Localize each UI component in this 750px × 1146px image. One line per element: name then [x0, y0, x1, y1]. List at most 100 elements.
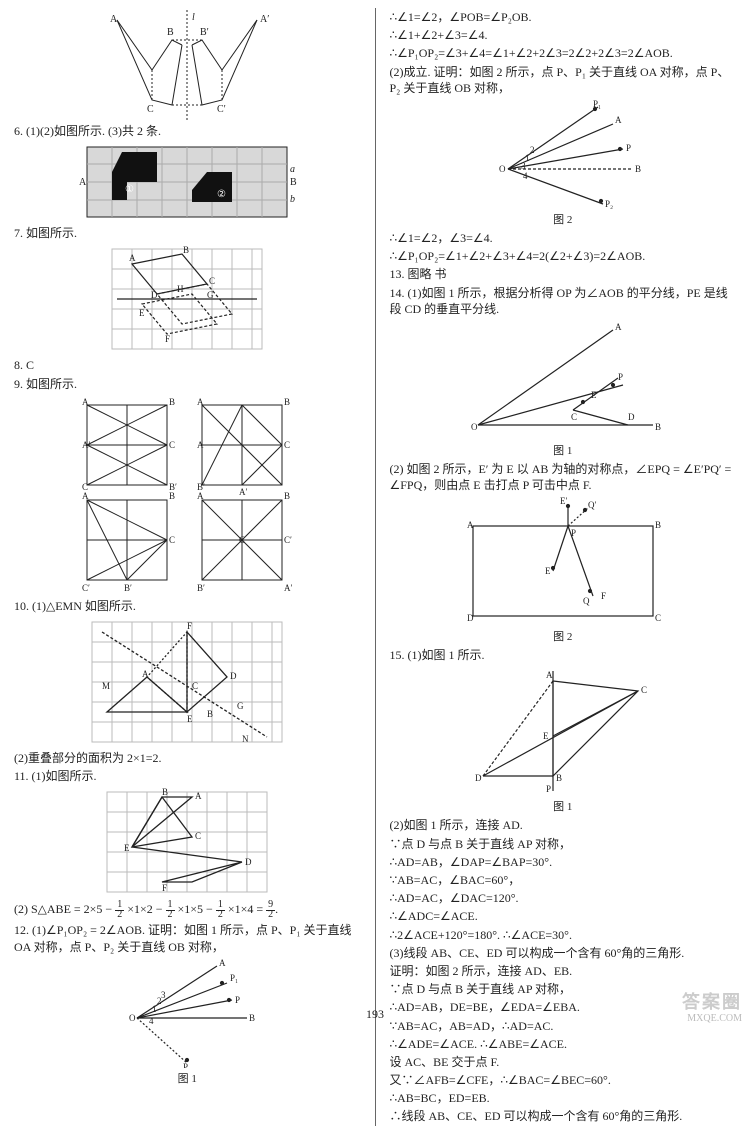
svg-text:A: A — [79, 177, 87, 188]
svg-text:A: A — [615, 322, 622, 332]
svg-text:O: O — [471, 422, 478, 432]
r13: ∴AD=AB，∠DAP=∠BAP=30°. — [389, 854, 736, 870]
svg-text:P₂: P₂ — [605, 199, 613, 209]
q7-text: 7. 如图所示. — [14, 225, 361, 241]
r17: ∴2∠ACE+120°=180°. ∴∠ACE=30°. — [389, 927, 736, 943]
column-divider — [375, 8, 376, 1126]
svg-text:C: C — [284, 440, 290, 450]
r9: (2) 如图 2 所示，E′ 为 E 以 AB 为轴的对称点，∠EPQ = ∠E… — [389, 461, 736, 493]
svg-text:A′: A′ — [82, 440, 90, 450]
svg-text:C: C — [655, 613, 661, 623]
svg-text:P: P — [546, 784, 551, 794]
svg-text:C: C — [209, 276, 215, 286]
svg-text:Q: Q — [583, 596, 590, 606]
q10b-text: (2)重叠部分的面积为 2×1=2. — [14, 750, 361, 766]
q10-text: 10. (1)△EMN 如图所示. — [14, 598, 361, 614]
svg-text:C′: C′ — [284, 535, 292, 545]
page-number: 193 — [0, 1007, 750, 1022]
svg-text:3: 3 — [521, 161, 526, 171]
q9-text: 9. 如图所示. — [14, 376, 361, 392]
svg-text:A: A — [195, 791, 202, 801]
fig-q6-grid: AB ab ①② — [77, 142, 297, 222]
svg-text:B: B — [169, 397, 175, 407]
svg-text:N: N — [242, 734, 249, 744]
r8: 14. (1)如图 1 所示，根据分析得 OP 为∠AOB 的平分线，PE 是线… — [389, 285, 736, 317]
svg-text:A: A — [219, 958, 226, 968]
fig-cap-4: 图 2 — [389, 628, 736, 644]
svg-text:A: A — [129, 253, 136, 263]
fig-q11-grid: BAE CDF — [102, 787, 272, 897]
svg-text:A′: A′ — [260, 14, 269, 25]
q6-text: 6. (1)(2)如图所示. (3)共 2 条. — [14, 123, 361, 139]
svg-text:C′: C′ — [82, 583, 90, 593]
watermark: 答案圈 MXQE.COM — [682, 993, 742, 1024]
svg-text:E′: E′ — [560, 496, 567, 506]
svg-text:P: P — [618, 372, 623, 382]
svg-text:C: C — [147, 104, 154, 115]
r14: ∵AB=AC，∠BAC=60°， — [389, 872, 736, 888]
fig-q7-grid: ABCD HG EF — [107, 244, 267, 354]
svg-text:B: B — [655, 520, 661, 530]
svg-text:D: D — [230, 671, 237, 681]
fig-cap-5: 图 1 — [389, 798, 736, 814]
svg-text:B: B — [635, 164, 641, 174]
svg-text:A: A — [467, 520, 474, 530]
svg-text:B: B — [284, 397, 290, 407]
r16: ∴∠ADC=∠ACE. — [389, 908, 736, 924]
svg-text:B: B — [284, 491, 290, 501]
fig-r-4: AB DC E′Q′ PE QF — [453, 496, 673, 626]
svg-text:B′: B′ — [124, 583, 132, 593]
svg-text:E: E — [591, 390, 597, 400]
svg-text:A′: A′ — [284, 583, 292, 593]
q11b-text: (2) S△ABE = 2×5 − 12 ×1×2 − 12 ×1×5 − 12… — [14, 900, 361, 920]
svg-text:G: G — [207, 290, 214, 300]
r7: 13. 图略 书 — [389, 266, 736, 282]
fig-r-3: OBA PCD E — [463, 320, 663, 440]
svg-text:3: 3 — [161, 990, 166, 1000]
fig-r-5: ACB DEP — [463, 666, 663, 796]
svg-text:F: F — [601, 591, 606, 601]
svg-text:P₂: P₂ — [183, 1062, 191, 1068]
svg-text:A: A — [197, 397, 204, 407]
r18: (3)线段 AB、CE、ED 可以构成一个含有 60°角的三角形. — [389, 945, 736, 961]
svg-text:B: B — [162, 787, 168, 797]
svg-text:C′: C′ — [217, 104, 226, 115]
r25: 又∵∠AFB=∠CFE，∴∠BAC=∠BEC=60°. — [389, 1072, 736, 1088]
svg-text:P: P — [235, 995, 240, 1005]
svg-text:D: D — [151, 290, 158, 300]
r1: ∴∠1=∠2，∠POB=∠P₂OB. — [389, 9, 736, 25]
r2: ∴∠1+∠2+∠3=∠4. — [389, 27, 736, 43]
fig-q10-grid: FDE AMG CBN — [87, 617, 287, 747]
svg-text:C: C — [169, 535, 175, 545]
svg-text:B: B — [655, 422, 661, 432]
svg-text:E: E — [124, 843, 130, 853]
svg-text:A: A — [546, 670, 553, 680]
svg-text:Q′: Q′ — [588, 500, 596, 510]
svg-text:2: 2 — [530, 145, 535, 155]
svg-text:A: A — [197, 491, 204, 501]
svg-text:H: H — [177, 284, 184, 294]
r10: 15. (1)如图 1 所示. — [389, 647, 736, 663]
q8-text: 8. C — [14, 357, 361, 373]
svg-text:A: A — [82, 491, 89, 501]
svg-text:E: E — [543, 731, 549, 741]
svg-text:P₁: P₁ — [593, 99, 601, 109]
svg-text:D: D — [628, 412, 635, 422]
fig-cap-2: 图 2 — [389, 211, 736, 227]
svg-text:B′: B′ — [197, 583, 205, 593]
fig-q9-squares: ABCC A′B′ ABAC B′A′ ABCC′B′ ABCB′A′ C′ — [72, 395, 302, 595]
svg-text:B: B — [556, 773, 562, 783]
svg-text:C: C — [169, 440, 175, 450]
r11: (2)如图 1 所示，连接 AD. — [389, 817, 736, 833]
svg-text:B: B — [290, 177, 297, 188]
svg-text:D: D — [475, 773, 482, 783]
svg-text:F: F — [162, 883, 167, 893]
svg-text:a: a — [290, 164, 295, 175]
r5: ∴∠1=∠2，∠3=∠4. — [389, 230, 736, 246]
svg-text:1: 1 — [525, 153, 530, 163]
svg-text:O: O — [499, 164, 506, 174]
r3: ∴∠P₁OP₂=∠3+∠4=∠1+∠2+2∠3=2∠2+2∠3=2∠AOB. — [389, 45, 736, 61]
q11-text: 11. (1)如图所示. — [14, 768, 361, 784]
r27: ∴线段 AB、CE、ED 可以构成一个含有 60°角的三角形. — [389, 1108, 736, 1124]
svg-text:A: A — [82, 397, 89, 407]
